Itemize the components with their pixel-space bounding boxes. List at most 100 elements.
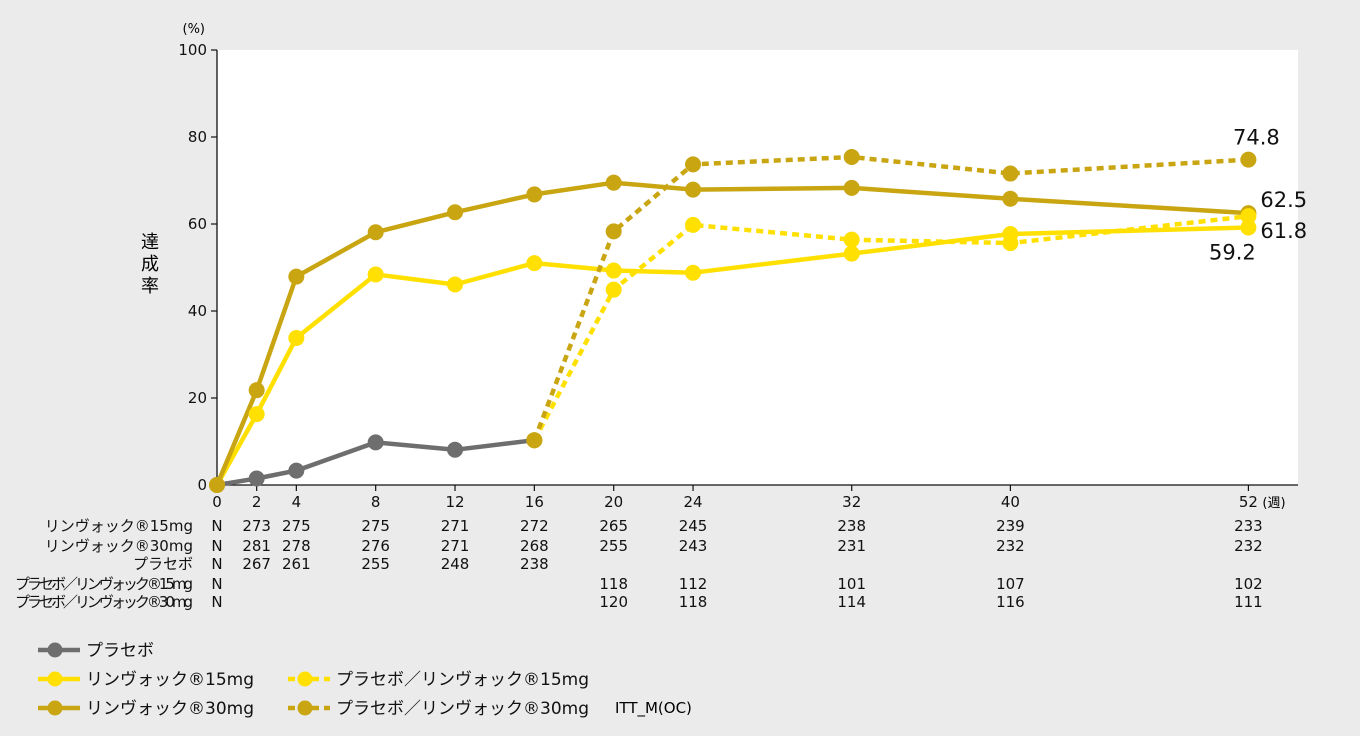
plot-area (217, 50, 1298, 485)
x-unit-label: (週) (1262, 496, 1285, 511)
n-value: 275 (361, 517, 390, 535)
n-value: 248 (441, 555, 470, 573)
n-value: 238 (520, 555, 549, 573)
n-value: 267 (242, 555, 271, 573)
data-point (685, 156, 702, 173)
data-point (1002, 165, 1019, 182)
n-value: 261 (282, 555, 311, 573)
series-line-4 (532, 154, 1249, 441)
legend-item: プラセボ (38, 641, 154, 661)
y-unit-label: (%) (183, 22, 206, 37)
data-point (605, 223, 622, 240)
legend-item: リンヴォック®15mg (38, 670, 254, 690)
n-row-label: リンヴォック®15mg (45, 517, 193, 535)
legend-item: リンヴォック®30mg (38, 699, 254, 719)
n-value: 233 (1234, 517, 1263, 535)
footnote: ITT_M(OC) (615, 699, 692, 718)
data-point (526, 432, 543, 449)
y-tick-label: 80 (188, 128, 207, 146)
legend-label: プラセボ／リンヴォック®30mg (336, 699, 589, 719)
data-point (367, 266, 384, 283)
n-value: 265 (599, 517, 628, 535)
data-point (288, 268, 305, 285)
data-point (685, 264, 702, 281)
legend-swatch-marker (297, 700, 313, 716)
x-tick-label: 4 (292, 493, 302, 511)
data-point (1240, 219, 1257, 236)
n-row-label: プラセボ／リンヴォック®30mg (15, 593, 193, 611)
n-value: 118 (679, 593, 708, 611)
data-point (288, 462, 305, 479)
n-value: 111 (1234, 593, 1263, 611)
data-point (526, 255, 543, 272)
n-value: 239 (996, 517, 1025, 535)
x-tick-label: 24 (683, 493, 702, 511)
data-point (843, 245, 860, 262)
n-symbol: N (211, 593, 222, 611)
data-point (1240, 208, 1257, 225)
n-row-label: プラセボ／リンヴォック®15mg (15, 575, 193, 593)
n-value: 273 (242, 517, 271, 535)
data-point (526, 186, 543, 203)
y-tick-label: 0 (197, 476, 207, 494)
data-point (605, 281, 622, 298)
data-point (367, 224, 384, 241)
y-tick-label: 20 (188, 389, 207, 407)
legend-swatch-marker (47, 700, 63, 716)
x-tick-label: 32 (842, 493, 861, 511)
end-value-label: 62.5 (1260, 188, 1307, 212)
n-row-label: プラセボ (133, 555, 193, 573)
n-value: 255 (361, 555, 390, 573)
data-point (447, 441, 464, 458)
n-symbol: N (211, 537, 222, 555)
x-tick-label: 52 (1239, 493, 1258, 511)
legend-item: プラセボ／リンヴォック®30mg (288, 699, 589, 719)
n-value: 232 (1234, 537, 1263, 555)
n-symbol: N (211, 575, 222, 593)
n-symbol: N (211, 555, 222, 573)
data-point (1240, 151, 1257, 168)
n-value: 271 (441, 517, 470, 535)
n-value: 271 (441, 537, 470, 555)
n-symbol: N (211, 517, 222, 535)
legend-swatch-marker (47, 642, 63, 658)
x-tick-label: 0 (212, 493, 222, 511)
n-value: 107 (996, 575, 1025, 593)
data-point (605, 174, 622, 191)
legend-label: リンヴォック®30mg (86, 699, 254, 719)
data-point (605, 262, 622, 279)
x-tick-label: 40 (1001, 493, 1020, 511)
n-value: 238 (837, 517, 866, 535)
n-value: 120 (599, 593, 628, 611)
n-value: 102 (1234, 575, 1263, 593)
y-tick-label: 60 (188, 215, 207, 233)
n-value: 112 (679, 575, 708, 593)
n-value: 232 (996, 537, 1025, 555)
y-tick-label: 40 (188, 302, 207, 320)
data-point (1002, 190, 1019, 207)
end-value-label: 74.8 (1233, 126, 1280, 150)
n-value: 118 (599, 575, 628, 593)
x-tick-label: 2 (252, 493, 262, 511)
n-value: 281 (242, 537, 271, 555)
series-line-3 (532, 213, 1249, 442)
n-value: 272 (520, 517, 549, 535)
data-point (248, 382, 265, 399)
n-row-label: リンヴォック®30mg (45, 537, 193, 555)
n-value: 275 (282, 517, 311, 535)
n-value: 116 (996, 593, 1025, 611)
n-value: 255 (599, 537, 628, 555)
n-value: 231 (837, 537, 866, 555)
n-value: 276 (361, 537, 390, 555)
legend-label: リンヴォック®15mg (86, 670, 254, 690)
legend-label: プラセボ／リンヴォック®15mg (336, 670, 589, 690)
y-tick-label: 100 (178, 41, 207, 59)
data-point (685, 216, 702, 233)
data-point (248, 406, 265, 423)
data-point (248, 470, 265, 487)
n-value: 114 (837, 593, 866, 611)
n-value: 101 (837, 575, 866, 593)
x-tick-label: 16 (525, 493, 544, 511)
end-value-label: 61.8 (1260, 219, 1307, 243)
